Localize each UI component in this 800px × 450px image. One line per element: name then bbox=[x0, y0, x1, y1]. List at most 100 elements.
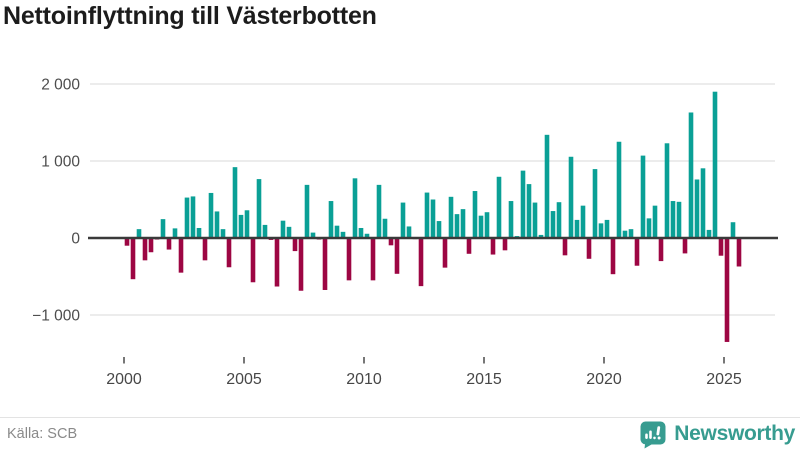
x-axis-label-2025: 2025 bbox=[706, 371, 742, 388]
bar-2003-Q1 bbox=[196, 227, 202, 238]
bar-2016-Q1 bbox=[508, 201, 514, 238]
x-axis-label-2015: 2015 bbox=[466, 371, 502, 388]
bar-2006-Q4 bbox=[286, 226, 292, 238]
bar-chart: 2 000 1 000 0 −1 000 2000 2005 2010 2015 2020 202… bbox=[32, 77, 778, 388]
bar-2005-Q1 bbox=[244, 210, 250, 238]
x-axis-label-2005: 2005 bbox=[226, 371, 262, 388]
bar-2017-Q2 bbox=[538, 234, 544, 238]
bar-2014-Q4 bbox=[478, 215, 484, 238]
bar-2010-Q1 bbox=[364, 233, 370, 238]
bar-2011-Q3 bbox=[400, 202, 406, 238]
bar-2008-Q3 bbox=[328, 201, 334, 238]
bar-2013-Q3 bbox=[448, 196, 454, 239]
footer-divider bbox=[0, 417, 800, 418]
bar-2018-Q3 bbox=[568, 156, 574, 238]
bar-2012-Q2 bbox=[418, 238, 424, 287]
bar-2022-Q2 bbox=[658, 238, 664, 262]
bar-2011-Q2 bbox=[394, 238, 400, 274]
bar-2002-Q4 bbox=[190, 196, 196, 238]
bar-2009-Q1 bbox=[340, 231, 346, 238]
bar-2003-Q4 bbox=[214, 211, 220, 239]
bar-2004-Q2 bbox=[226, 238, 232, 268]
bar-2020-Q4 bbox=[622, 230, 628, 238]
bar-2009-Q4 bbox=[358, 227, 364, 238]
bar-2011-Q1 bbox=[388, 238, 394, 246]
bar-2007-Q2 bbox=[298, 238, 304, 291]
bar-2023-Q3 bbox=[688, 112, 694, 238]
x-axis-label-2010: 2010 bbox=[346, 371, 382, 388]
bar-2002-Q2 bbox=[178, 238, 184, 273]
x-axis-label-2000: 2000 bbox=[106, 371, 142, 388]
bar-2011-Q4 bbox=[406, 226, 412, 238]
bar-2010-Q2 bbox=[370, 238, 376, 281]
bar-2020-Q3 bbox=[616, 141, 622, 238]
bar-2015-Q3 bbox=[496, 176, 502, 238]
bar-2017-Q3 bbox=[544, 134, 550, 238]
bar-2022-Q4 bbox=[670, 201, 676, 238]
newsworthy-logo-icon bbox=[640, 421, 666, 448]
bar-2023-Q1 bbox=[676, 201, 682, 238]
bar-2004-Q4 bbox=[238, 214, 244, 238]
bar-2000-Q3 bbox=[136, 229, 142, 239]
x-axis-label-2020: 2020 bbox=[586, 371, 622, 388]
bar-2003-Q3 bbox=[208, 192, 214, 238]
bar-2024-Q1 bbox=[700, 168, 706, 238]
bar-2013-Q2 bbox=[442, 238, 448, 268]
bar-2001-Q3 bbox=[160, 219, 166, 238]
bar-2015-Q4 bbox=[502, 238, 508, 251]
bar-2005-Q2 bbox=[250, 238, 256, 283]
bar-2002-Q1 bbox=[172, 228, 178, 239]
bar-2021-Q1 bbox=[628, 229, 634, 239]
bar-2019-Q2 bbox=[586, 238, 592, 259]
bar-2009-Q2 bbox=[346, 238, 352, 281]
bar-2018-Q4 bbox=[574, 219, 580, 238]
bar-2004-Q1 bbox=[220, 229, 226, 239]
bar-2009-Q3 bbox=[352, 178, 358, 238]
mini-barchart-glyph bbox=[645, 425, 661, 439]
bar-2000-Q4 bbox=[142, 238, 148, 261]
bar-2021-Q2 bbox=[634, 238, 640, 266]
bar-2021-Q3 bbox=[640, 155, 646, 238]
bar-2016-Q3 bbox=[520, 170, 526, 239]
bar-2017-Q4 bbox=[550, 211, 556, 238]
bar-2012-Q3 bbox=[424, 192, 430, 238]
bar-2019-Q4 bbox=[598, 223, 604, 238]
bar-2014-Q1 bbox=[460, 209, 466, 239]
y-axis-label-2000: 2 000 bbox=[41, 77, 80, 94]
bar-2025-Q3 bbox=[736, 238, 742, 267]
bar-2019-Q3 bbox=[592, 169, 598, 238]
bar-2008-Q2 bbox=[322, 238, 328, 290]
bar-2021-Q4 bbox=[646, 218, 652, 238]
y-axis-label-1000: 1 000 bbox=[41, 154, 80, 171]
chart-title: Nettoinflyttning till Västerbotten bbox=[3, 2, 377, 30]
bar-2007-Q3 bbox=[304, 184, 310, 238]
bar-2024-Q3 bbox=[712, 91, 718, 238]
bar-2005-Q4 bbox=[262, 224, 268, 238]
bar-2007-Q4 bbox=[310, 232, 316, 238]
bar-2018-Q2 bbox=[562, 238, 568, 256]
bar-2022-Q3 bbox=[664, 143, 670, 238]
bar-2001-Q1 bbox=[148, 238, 154, 253]
bar-2002-Q3 bbox=[184, 197, 190, 238]
bar-2010-Q3 bbox=[376, 184, 382, 238]
bar-2004-Q3 bbox=[232, 167, 238, 238]
bar-2016-Q4 bbox=[526, 184, 532, 238]
bar-2000-Q2 bbox=[130, 238, 136, 280]
bar-2013-Q4 bbox=[454, 214, 460, 238]
bar-2006-Q2 bbox=[274, 238, 280, 287]
bar-2003-Q2 bbox=[202, 238, 208, 261]
bar-2001-Q4 bbox=[166, 238, 172, 250]
bar-2019-Q1 bbox=[580, 205, 586, 238]
bar-2008-Q4 bbox=[334, 225, 340, 238]
bar-2023-Q4 bbox=[694, 179, 700, 238]
bar-2010-Q4 bbox=[382, 218, 388, 238]
bar-2006-Q3 bbox=[280, 220, 286, 238]
bar-2025-Q2 bbox=[730, 222, 736, 239]
bar-2005-Q3 bbox=[256, 179, 262, 238]
bar-2020-Q2 bbox=[610, 238, 616, 275]
bar-2007-Q1 bbox=[292, 238, 298, 252]
bar-2017-Q1 bbox=[532, 202, 538, 238]
bar-2023-Q2 bbox=[682, 238, 688, 254]
bar-2020-Q1 bbox=[604, 219, 610, 238]
y-axis-label--1000: −1 000 bbox=[32, 308, 80, 325]
